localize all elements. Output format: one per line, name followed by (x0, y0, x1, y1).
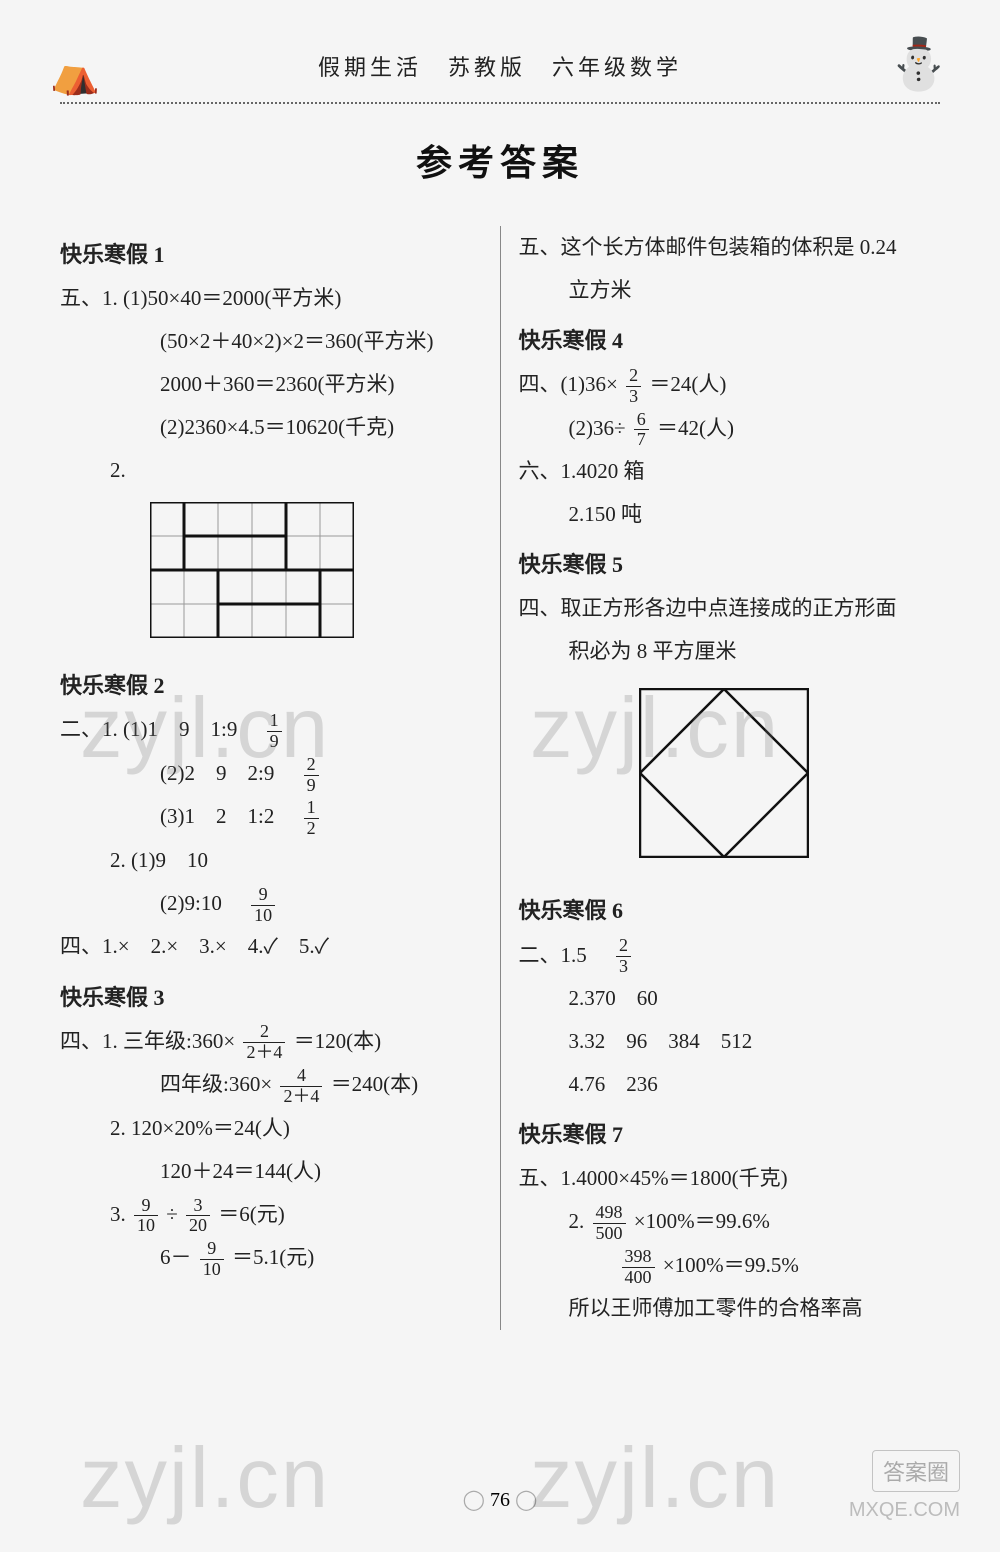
square-figure (639, 688, 941, 873)
page-title: 参考答案 (60, 134, 940, 186)
fraction: 29 (304, 755, 319, 796)
s3-line: 120＋24＝144(人) (60, 1150, 482, 1193)
s3-line: 3. 910 ÷ 320 ＝6(元) (60, 1193, 482, 1236)
text: ×100%＝99.5% (663, 1253, 799, 1277)
s2-line: (2)9:10 910 (60, 882, 482, 925)
fraction: 910 (251, 885, 275, 926)
s6-line: 3.32 96 384 512 (519, 1020, 941, 1063)
watermark: zyjl.cn (530, 1430, 780, 1528)
fraction: 42＋4 (280, 1066, 322, 1107)
text: ÷ (166, 1202, 178, 1226)
s4-line: 2.150 吨 (519, 493, 941, 536)
fraction: 12 (304, 798, 319, 839)
s4-line: 四、(1)36× 23 ＝24(人) (519, 363, 941, 406)
s4-line: 六、1.4020 箱 (519, 450, 941, 493)
s5-line: 四、取正方形各边中点连接成的正方形面 (519, 587, 941, 630)
section-4-title: 快乐寒假 4 (519, 318, 941, 363)
text: 二、1. (1)1 9 1:9 (60, 717, 258, 741)
fraction: 398400 (622, 1247, 655, 1288)
fraction: 67 (634, 410, 649, 451)
left-column: 快乐寒假 1 五、1. (1)50×40＝2000(平方米) (50×2＋40×… (60, 226, 500, 1330)
grid-svg (150, 502, 354, 638)
s3r-line: 五、这个长方体邮件包装箱的体积是 0.24 (519, 226, 941, 269)
text: 2. (569, 1209, 590, 1233)
s3-line: 四、1. 三年级:360× 22＋4 ＝120(本) (60, 1020, 482, 1063)
text: 四、(1)36× (519, 372, 618, 396)
s3-line: 四年级:360× 42＋4 ＝240(本) (60, 1063, 482, 1106)
page-number: 76 (463, 1487, 538, 1512)
text: 四、1. 三年级:360× (60, 1029, 235, 1053)
section-5-title: 快乐寒假 5 (519, 542, 941, 587)
text: (3)1 2 1:2 (160, 804, 295, 828)
text: (2)36÷ (569, 416, 626, 440)
s1-line: (50×2＋40×2)×2＝360(平方米) (60, 320, 482, 363)
s2-line: 二、1. (1)1 9 1:9 19 (60, 708, 482, 751)
s1-line: 2. (60, 449, 482, 492)
s1-q2-label: 2. (110, 458, 126, 482)
text: ＝5.1(元) (232, 1245, 314, 1269)
text: ＝42(人) (657, 416, 734, 440)
text: 二、1.5 (519, 943, 608, 967)
s2-line: 四、1.× 2.× 3.× 4.✓ 5.✓ (60, 925, 482, 968)
text: (2)2 9 2:9 (160, 761, 295, 785)
s3-line: 6－ 910 ＝5.1(元) (60, 1236, 482, 1279)
section-1-title: 快乐寒假 1 (60, 232, 482, 277)
s1-line: 五、1. (1)50×40＝2000(平方米) (60, 277, 482, 320)
footer-logo: 答案圈 (872, 1450, 960, 1492)
s2-line: (2)2 9 2:9 29 (60, 752, 482, 795)
s6-line: 4.76 236 (519, 1063, 941, 1106)
text: ＝24(人) (649, 372, 726, 396)
s7-line: 所以王师傅加工零件的合格率高 (519, 1287, 941, 1330)
text: ＝240(本) (331, 1072, 419, 1096)
s3-line: 2. 120×20%＝24(人) (60, 1107, 482, 1150)
s2-line: (3)1 2 1:2 12 (60, 795, 482, 838)
text: ×100%＝99.6% (634, 1209, 770, 1233)
s7-line: 398400 ×100%＝99.5% (519, 1244, 941, 1287)
footer-watermark: MXQE.COM (849, 1499, 960, 1522)
text: 3. (110, 1202, 131, 1226)
tent-icon: ⛺ (50, 50, 100, 97)
text: 四年级:360× (160, 1072, 272, 1096)
fraction: 23 (626, 366, 641, 407)
s6-line: 二、1.5 23 (519, 934, 941, 977)
fraction: 22＋4 (243, 1022, 285, 1063)
section-2-title: 快乐寒假 2 (60, 663, 482, 708)
s6-line: 2.370 60 (519, 977, 941, 1020)
fraction: 19 (267, 711, 282, 752)
section-6-title: 快乐寒假 6 (519, 888, 941, 933)
text: (2)9:10 (160, 891, 243, 915)
s2-line: 2. (1)9 10 (60, 839, 482, 882)
s1-line: 2000＋360＝2360(平方米) (60, 363, 482, 406)
fraction: 910 (200, 1239, 224, 1280)
snowman-icon: ⛄ (888, 35, 950, 94)
s1-line: (2)2360×4.5＝10620(千克) (60, 406, 482, 449)
grid-figure (150, 502, 482, 653)
text: 6－ (160, 1245, 192, 1269)
section-7-title: 快乐寒假 7 (519, 1112, 941, 1157)
text: ＝120(本) (294, 1029, 382, 1053)
s7-line: 2. 498500 ×100%＝99.6% (519, 1200, 941, 1243)
text: ＝6(元) (218, 1202, 285, 1226)
fraction: 498500 (593, 1203, 626, 1244)
content-columns: 快乐寒假 1 五、1. (1)50×40＝2000(平方米) (50×2＋40×… (60, 226, 940, 1330)
watermark: zyjl.cn (80, 1430, 330, 1528)
header-divider (60, 102, 940, 104)
s3r-line: 立方米 (519, 269, 941, 312)
fraction: 23 (616, 936, 631, 977)
s4-line: (2)36÷ 67 ＝42(人) (519, 407, 941, 450)
square-svg (639, 688, 809, 858)
s7-line: 五、1.4000×45%＝1800(千克) (519, 1157, 941, 1200)
fraction: 320 (186, 1196, 210, 1237)
page-subtitle: 假期生活 苏教版 六年级数学 (60, 50, 940, 82)
right-column: 五、这个长方体邮件包装箱的体积是 0.24 立方米 快乐寒假 4 四、(1)36… (500, 226, 941, 1330)
fraction: 910 (134, 1196, 158, 1237)
s5-line: 积必为 8 平方厘米 (519, 630, 941, 673)
section-3-title: 快乐寒假 3 (60, 975, 482, 1020)
